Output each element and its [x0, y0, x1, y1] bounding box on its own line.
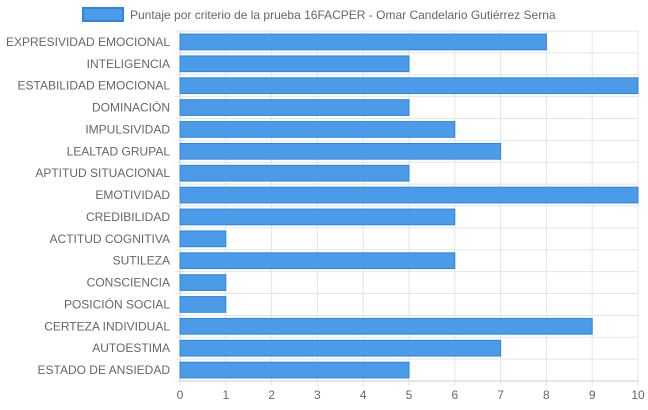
x-tick-label: 3	[314, 388, 321, 402]
category-label: EXPRESIVIDAD EMOCIONAL	[6, 35, 170, 49]
category-label: CERTEZA INDIVIDUAL	[44, 319, 170, 333]
x-tick-label: 7	[497, 388, 504, 402]
category-label: SUTILEZA	[113, 254, 170, 268]
category-label: AUTOESTIMA	[92, 341, 170, 355]
bar[interactable]	[179, 317, 593, 335]
bar[interactable]	[179, 99, 410, 116]
bar[interactable]	[179, 252, 456, 270]
bar[interactable]	[179, 55, 410, 73]
x-tick-label: 2	[268, 388, 275, 402]
category-label: ESTABILIDAD EMOCIONAL	[18, 79, 171, 93]
category-label: ACTITUD COGNITIVA	[50, 232, 170, 246]
legend[interactable]: Puntaje por criterio de la prueba 16FACP…	[82, 7, 556, 22]
bar[interactable]	[179, 274, 227, 291]
category-label: LEALTAD GRUPAL	[67, 144, 171, 158]
x-tick-label: 10	[631, 388, 645, 402]
bar[interactable]	[179, 361, 410, 379]
category-label: INTELIGENCIA	[87, 57, 170, 71]
category-label: CONSCIENCIA	[87, 276, 170, 290]
x-tick-label: 9	[589, 388, 596, 402]
x-tick-label: 5	[406, 388, 413, 402]
bar[interactable]	[179, 230, 227, 248]
x-tick-label: 6	[451, 388, 458, 402]
category-label: CREDIBILIDAD	[86, 210, 170, 224]
category-label: ESTADO DE ANSIEDAD	[38, 363, 171, 377]
bar[interactable]	[179, 339, 502, 357]
category-labels: EXPRESIVIDAD EMOCIONAL INTELIGENCIA ESTABI…	[6, 35, 170, 377]
category-label: DOMINACIÓN	[92, 100, 170, 115]
bar[interactable]	[179, 186, 639, 204]
bar[interactable]	[179, 121, 456, 138]
bar[interactable]	[179, 33, 547, 51]
x-tick-label: 4	[360, 388, 367, 402]
category-label: IMPULSIVIDAD	[85, 122, 170, 136]
bar[interactable]	[179, 296, 227, 313]
legend-swatch	[82, 7, 124, 22]
x-tick-label: 1	[222, 388, 229, 402]
x-tick-label: 8	[543, 388, 550, 402]
x-axis-ticks: 0 1 2 3 4 5 6 7 8 9 10	[177, 388, 645, 402]
bars	[179, 33, 639, 379]
bar[interactable]	[179, 164, 410, 182]
bar[interactable]	[179, 208, 456, 226]
bar[interactable]	[179, 142, 502, 160]
x-tick-label: 0	[177, 388, 184, 402]
legend-label: Puntaje por criterio de la prueba 16FACP…	[130, 8, 556, 22]
category-label: APTITUD SITUACIONAL	[35, 166, 170, 180]
category-label: EMOTIVIDAD	[95, 188, 170, 202]
category-label: POSICIÓN SOCIAL	[64, 296, 170, 311]
bar[interactable]	[179, 77, 639, 95]
